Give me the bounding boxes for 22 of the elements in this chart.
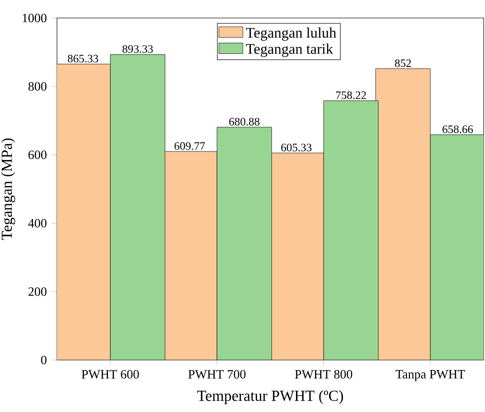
x-tick-label: PWHT 700 xyxy=(188,370,246,379)
data-label: 609.77 xyxy=(174,142,205,150)
y-tick-label: 800 xyxy=(28,82,46,91)
data-label: 865.33 xyxy=(68,54,98,62)
y-axis-title: Tegangan (MPa) xyxy=(1,138,16,240)
data-label: 852 xyxy=(394,59,411,68)
legend-label: Tegangan tarik xyxy=(246,44,334,57)
data-label: 605.33 xyxy=(281,144,312,152)
y-tick-label: 0 xyxy=(41,356,46,364)
x-tick-label: Tanpa PWHT xyxy=(396,370,466,382)
data-label: 680.88 xyxy=(229,118,260,126)
x-tick-label: PWHT 800 xyxy=(294,370,352,379)
y-tick-label: 600 xyxy=(28,150,46,160)
x-axis-title: Temperatur PWHT (ºC) xyxy=(197,390,344,404)
y-tick-label: 400 xyxy=(28,218,46,228)
x-tick-label: PWHT 600 xyxy=(82,370,139,379)
data-label: 658.66 xyxy=(442,125,473,134)
y-tick-label: 1000 xyxy=(22,14,46,22)
data-label: 893.33 xyxy=(122,45,153,53)
y-tick-label: 200 xyxy=(28,287,46,296)
legend-label: Tegangan luluh xyxy=(246,27,336,41)
data-label: 758.22 xyxy=(336,91,366,100)
